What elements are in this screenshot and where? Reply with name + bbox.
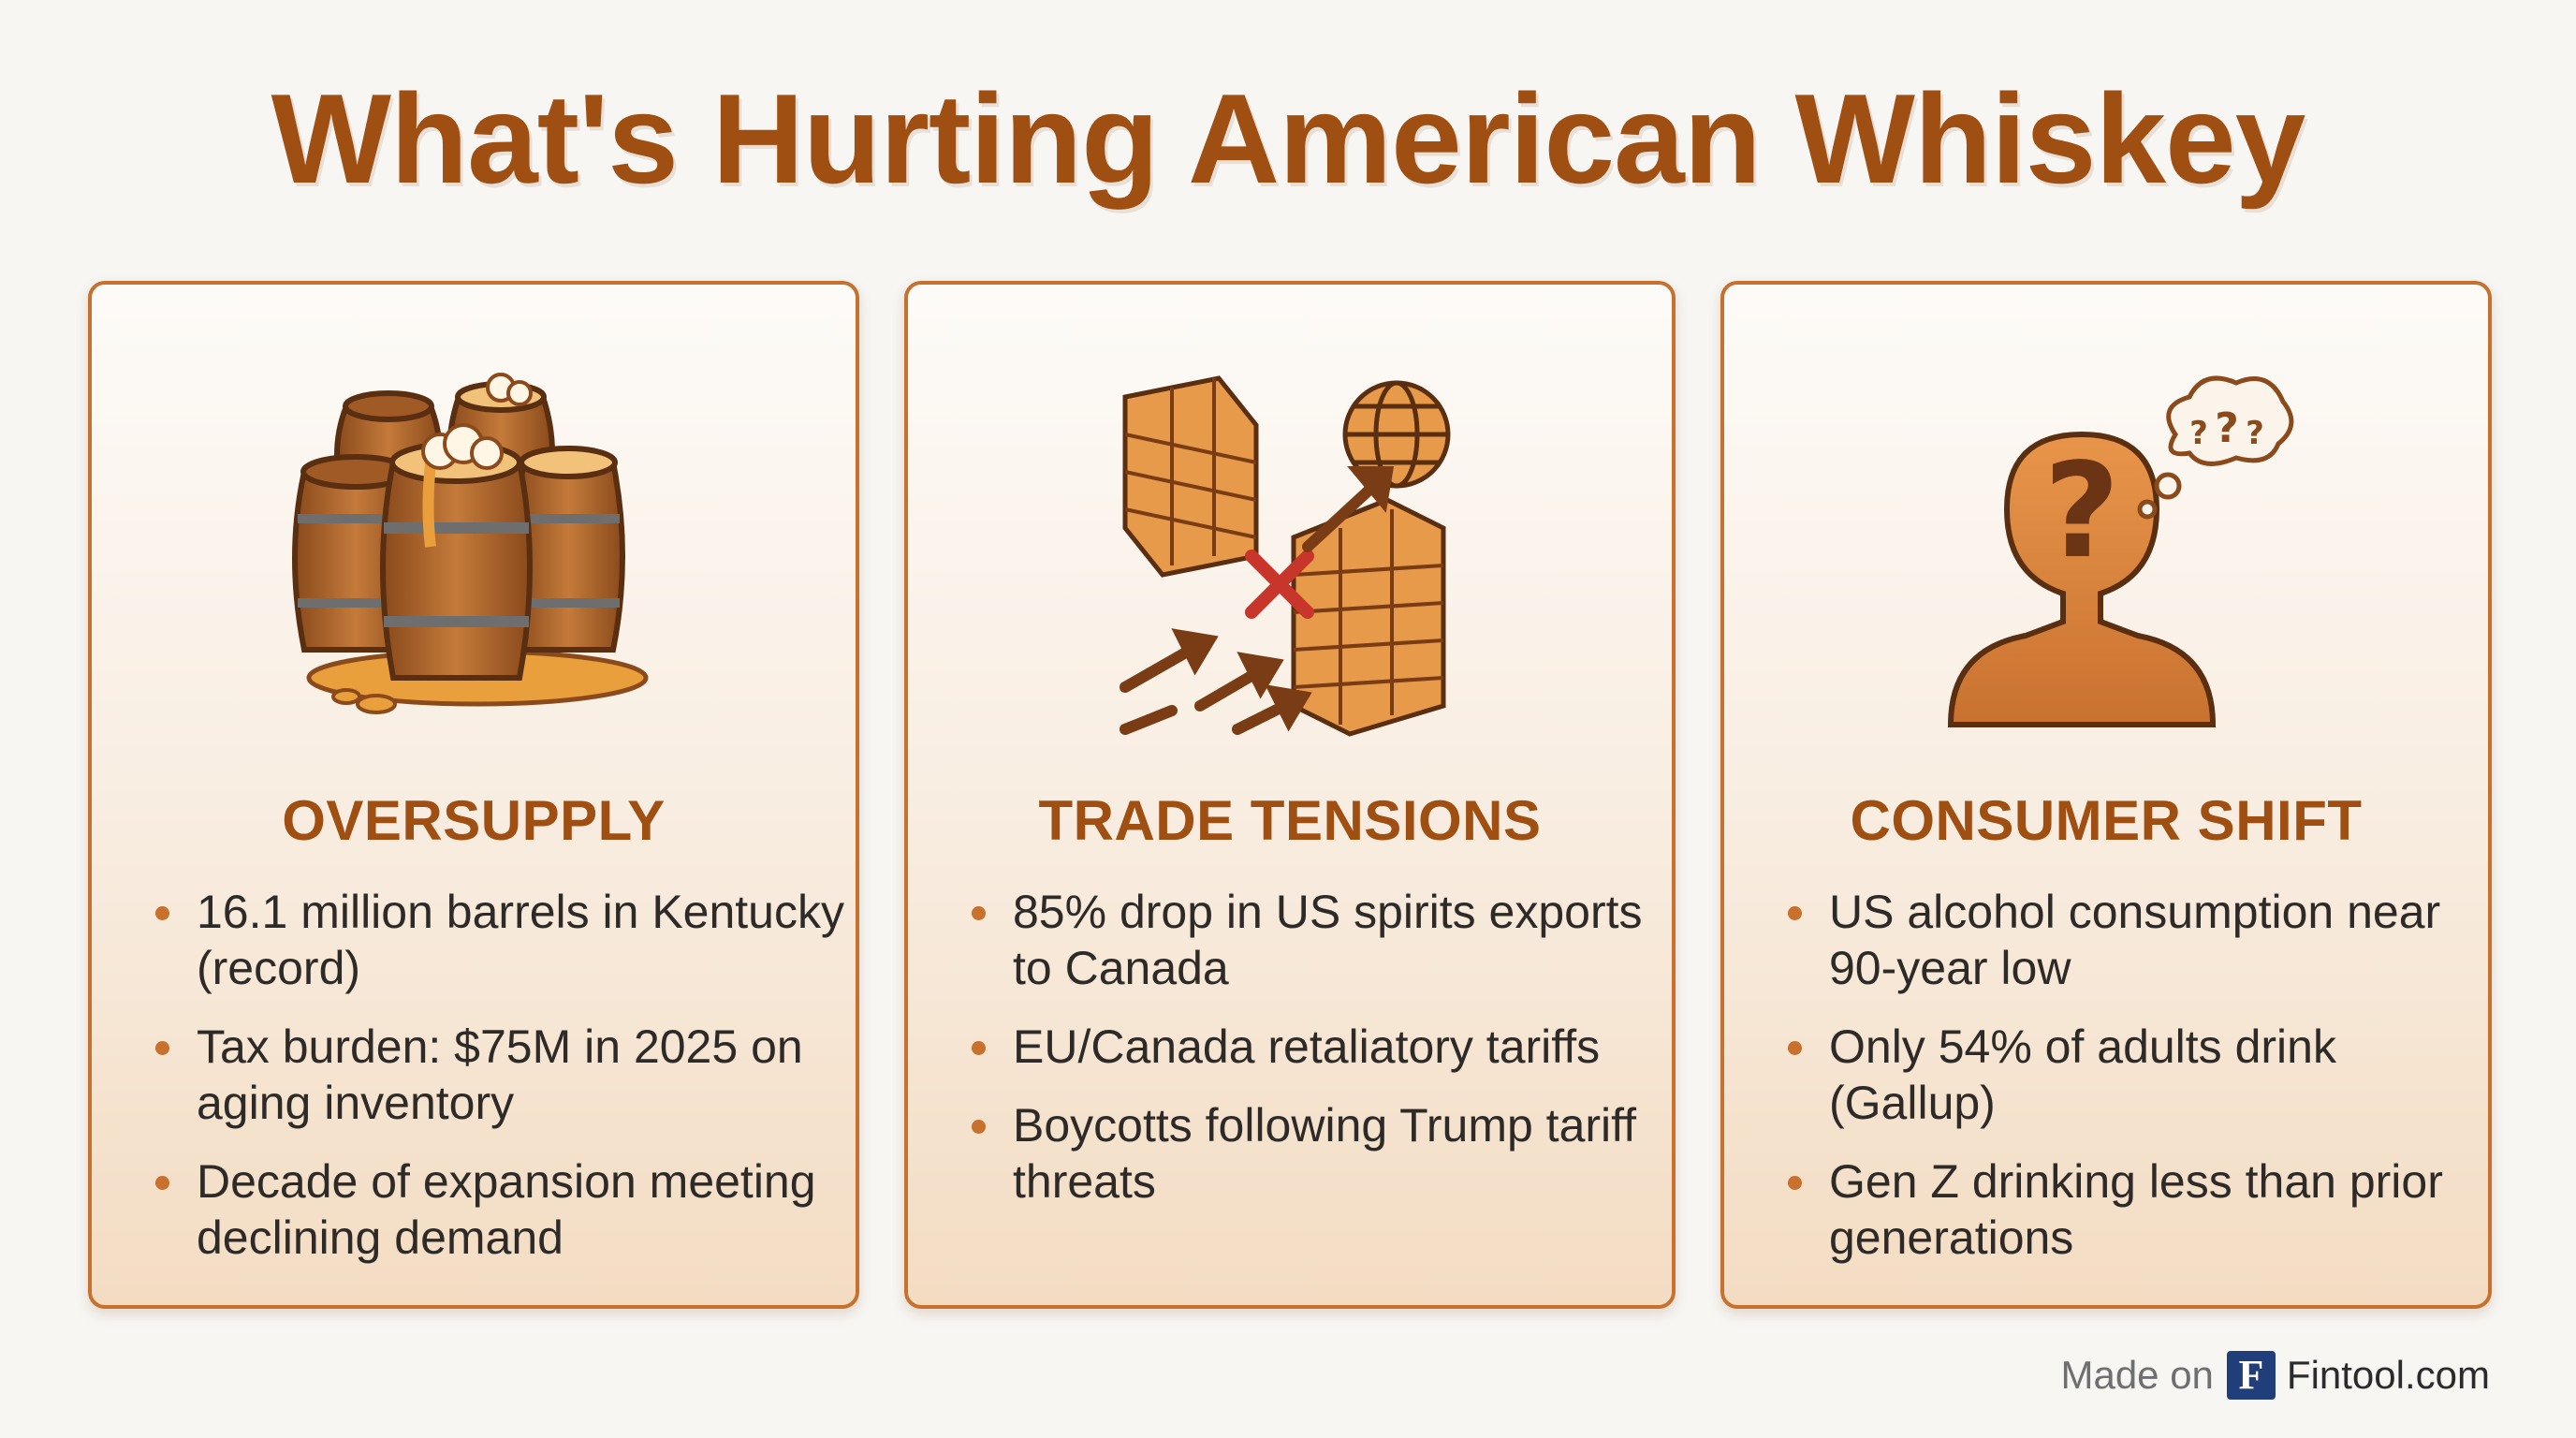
bullet-dot <box>972 1041 986 1055</box>
card-consumer-shift: ? ? ? ? CONSUMER SHIFT US alcohol consum… <box>1720 281 2492 1309</box>
list-item: Decade of expansion meeting declining de… <box>155 1153 848 1266</box>
brand-link[interactable]: Fintool.com <box>2286 1353 2490 1397</box>
list-item: Only 54% of adults drink (Gallup) <box>1788 1019 2481 1131</box>
page-title: What's Hurting American Whiskey <box>271 67 2306 210</box>
list-item: US alcohol consumption near 90-year low <box>1788 884 2481 996</box>
bullet-list-consumer-shift: US alcohol consumption near 90-year low … <box>1788 884 2481 1288</box>
svg-text:?: ? <box>2043 435 2119 588</box>
made-on-label: Made on <box>2060 1353 2214 1397</box>
card-oversupply: OVERSUPPLY 16.1 million barrels in Kentu… <box>88 281 859 1309</box>
bullet-dot <box>155 1041 169 1055</box>
svg-text:?: ? <box>2189 415 2208 452</box>
bullet-dot <box>155 1176 169 1190</box>
card-heading-consumer-shift: CONSUMER SHIFT <box>1850 789 2363 852</box>
list-item: Gen Z drinking less than prior generatio… <box>1788 1153 2481 1266</box>
card-heading-trade-tensions: TRADE TENSIONS <box>1038 789 1542 852</box>
svg-text:?: ? <box>2246 415 2264 452</box>
card-heading-oversupply: OVERSUPPLY <box>282 789 666 852</box>
list-item: Tax burden: $75M in 2025 on aging invent… <box>155 1019 848 1131</box>
list-item: 85% drop in US spirits exports to Canada <box>972 884 1664 996</box>
fintool-logo-icon: F <box>2226 1351 2276 1400</box>
bullet-list-oversupply: 16.1 million barrels in Kentucky (record… <box>155 884 848 1288</box>
card-trade-tensions: TRADE TENSIONS 85% drop in US spirits ex… <box>904 281 1676 1309</box>
list-item: 16.1 million barrels in Kentucky (record… <box>155 884 848 996</box>
bullet-dot <box>1788 1041 1802 1055</box>
bullet-list-trade-tensions: 85% drop in US spirits exports to Canada… <box>972 884 1664 1232</box>
list-item: Boycotts following Trump tariff threats <box>972 1097 1664 1210</box>
list-item: EU/Canada retaliatory tariffs <box>972 1019 1664 1075</box>
bullet-dot <box>1788 1176 1802 1190</box>
bullet-dot <box>972 906 986 920</box>
confused-person-icon: ? ? ? ? <box>1947 375 2294 727</box>
trade-wall-globe-icon <box>1120 375 1451 737</box>
bullet-dot <box>972 1120 986 1134</box>
svg-text:?: ? <box>2215 404 2239 452</box>
bullet-dot <box>155 906 169 920</box>
bullet-dot <box>1788 906 1802 920</box>
whiskey-barrels-icon <box>292 373 649 714</box>
footer-attribution: Made on F Fintool.com <box>2060 1351 2490 1400</box>
